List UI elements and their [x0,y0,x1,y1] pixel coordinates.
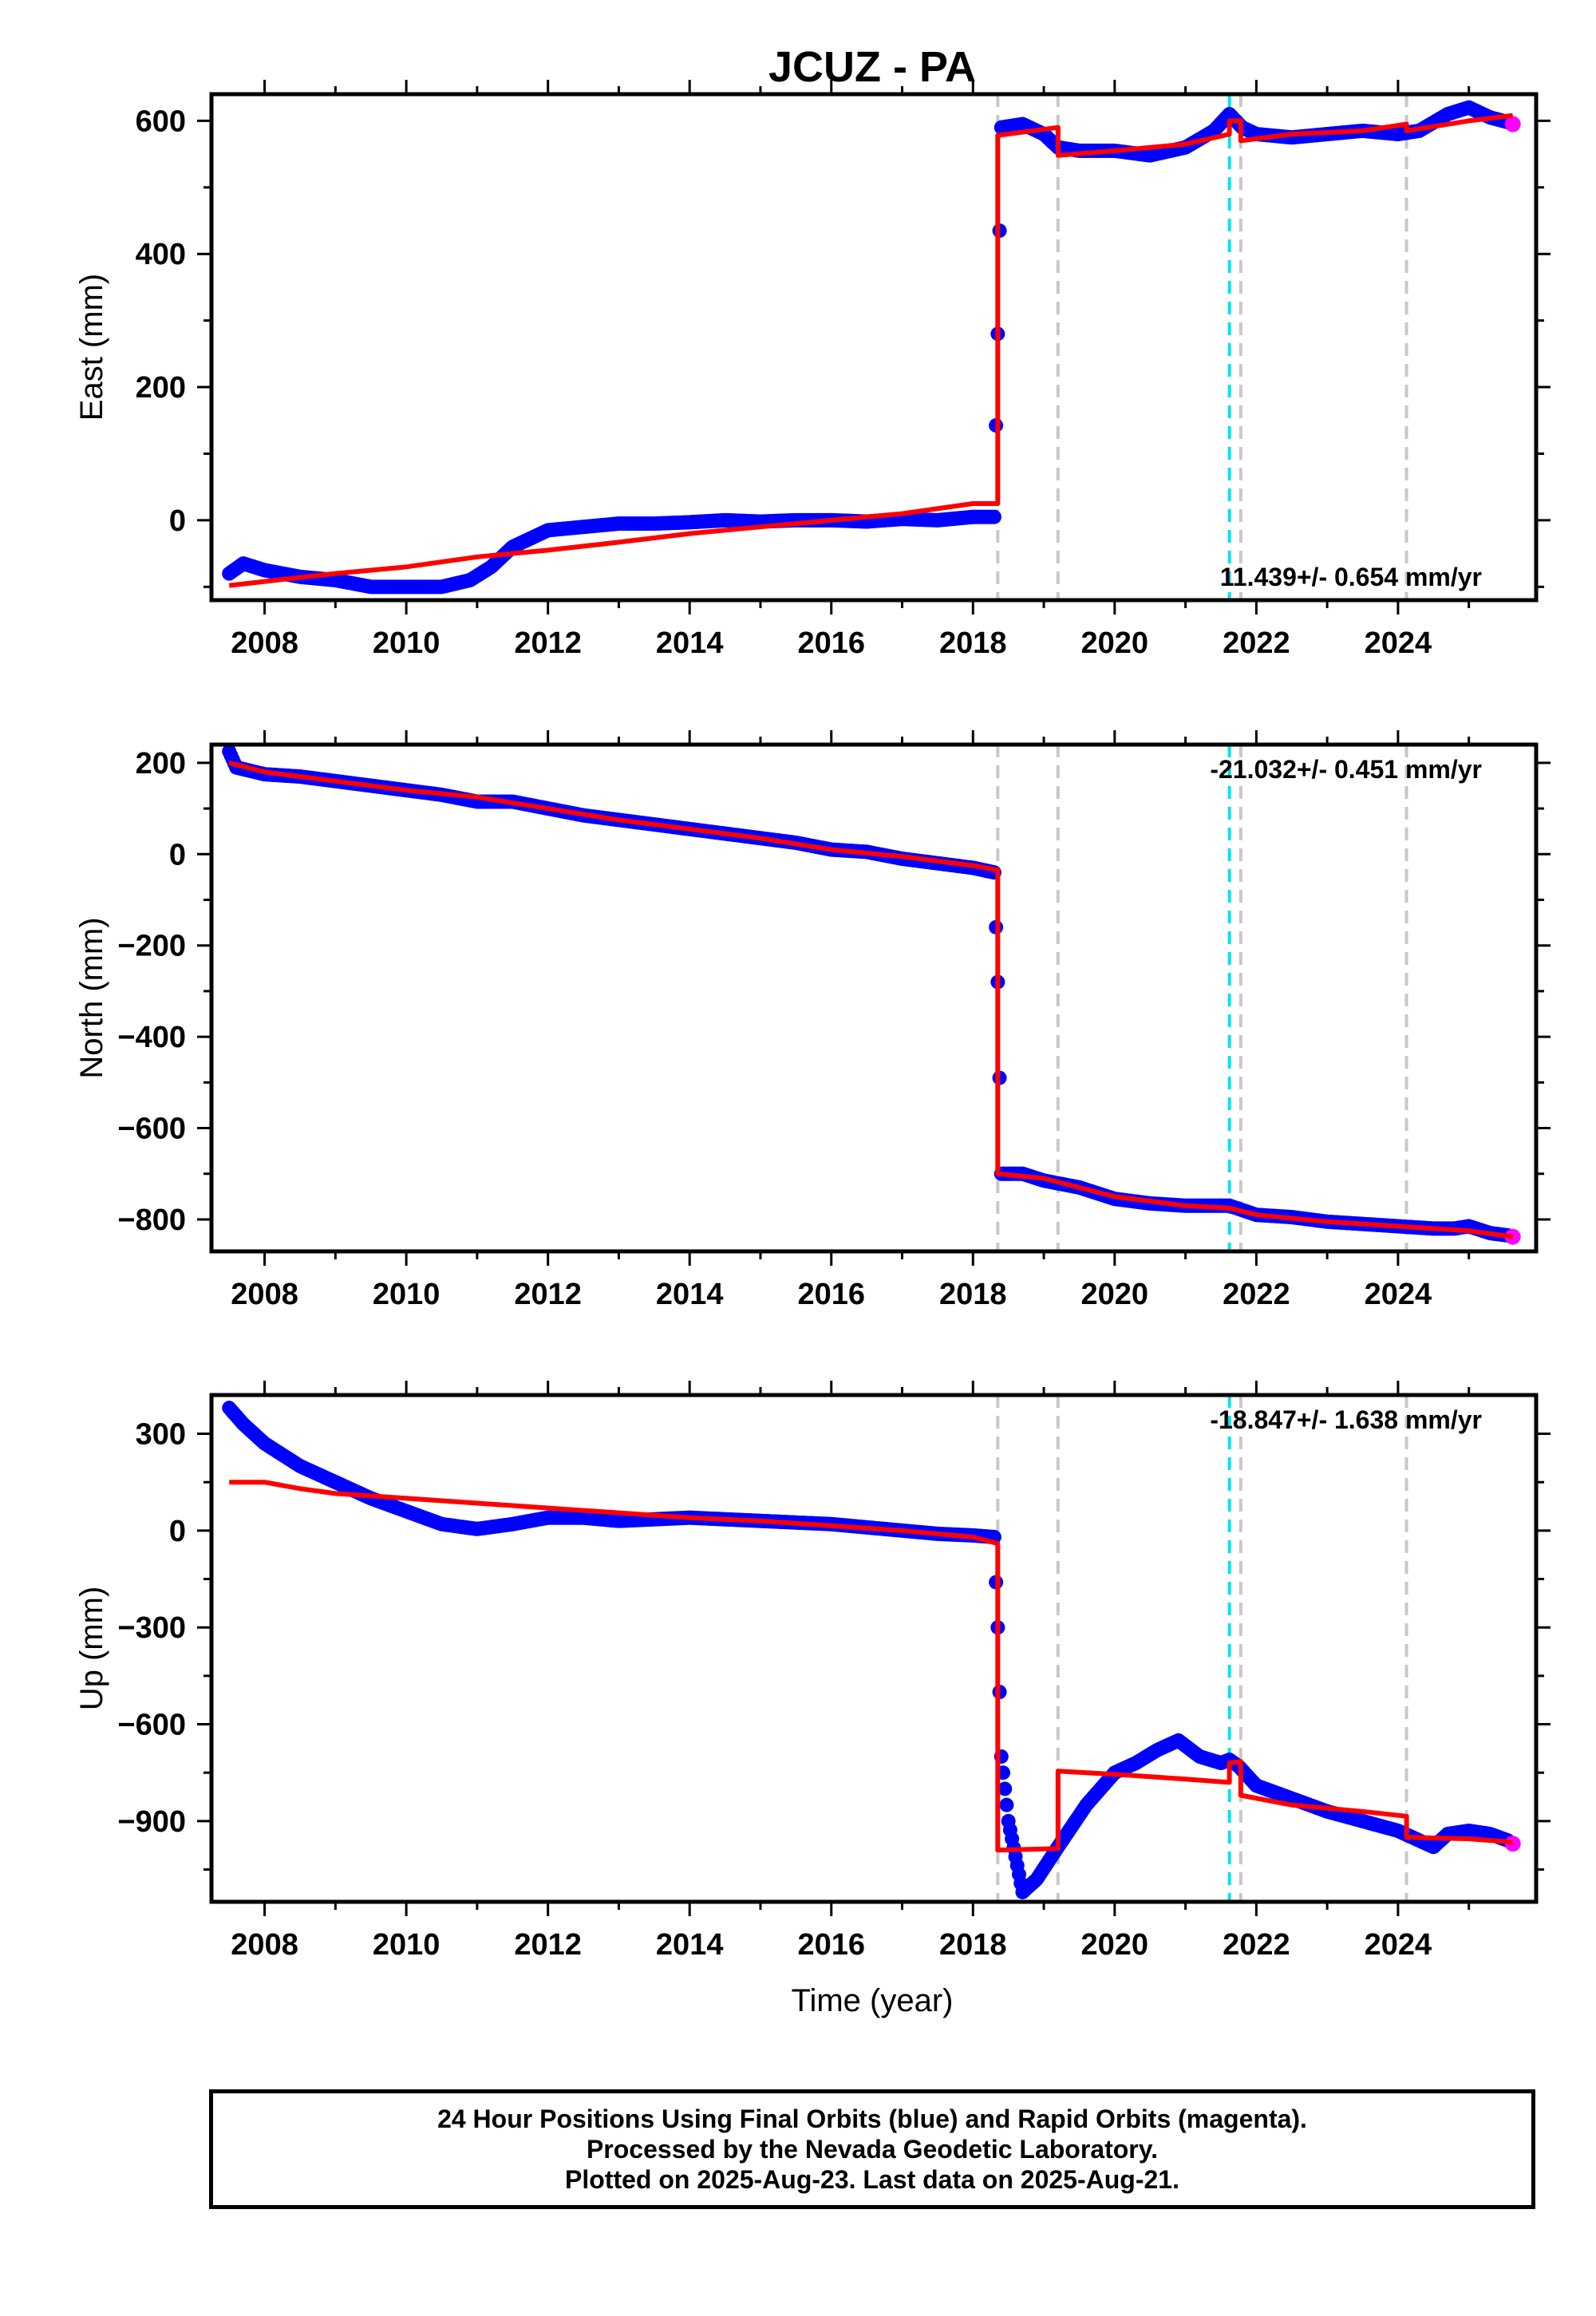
x-tick-label: 2016 [797,1278,865,1311]
x-tick-label: 2018 [939,626,1007,660]
x-tick-label: 2022 [1223,1278,1290,1311]
caption-line-2: Processed by the Nevada Geodetic Laborat… [586,2135,1159,2164]
caption-line-1: 24 Hour Positions Using Final Orbits (bl… [437,2105,1307,2133]
y-tick-label: −600 [117,1709,186,1742]
data-point [998,1781,1013,1796]
final-orbit-series [222,100,1515,595]
x-tick-label: 2020 [1081,626,1149,660]
x-tick-label: 2008 [231,1928,298,1962]
y-tick-label: 0 [169,838,186,871]
y-tick-label: −800 [117,1203,186,1237]
y-tick-label: 200 [136,371,186,405]
x-tick-label: 2014 [656,1278,724,1311]
data-point [986,509,1001,524]
model-fit-line [228,760,1514,1239]
x-tick-label: 2016 [797,626,865,660]
x-tick-label: 2010 [373,1278,440,1311]
panel-0-data [222,94,1521,600]
y-tick-label: 600 [136,105,186,138]
y-axis-label: East (mm) [74,274,109,421]
x-tick-label: 2012 [514,626,582,660]
x-axis-label: Time (year) [792,1983,954,2018]
y-axis-label: Up (mm) [74,1587,109,1711]
y-axis-label: North (mm) [74,917,109,1078]
panel-1: 2008 2010 2012 2014 2016 2018 2020 2022 2024 −800… [74,730,1551,1311]
final-orbit-series [222,1401,1515,1899]
x-tick-label: 2020 [1081,1278,1149,1311]
y-tick-label: 400 [136,238,186,271]
panel-frame [209,742,1539,1254]
x-tick-label: 2010 [373,626,440,660]
x-tick-label: 2018 [939,1278,1007,1311]
y-tick-label: −900 [117,1805,186,1839]
rapid-data-point [1504,1228,1521,1245]
y-tick-label: 200 [136,747,186,781]
y-tick-label: 300 [136,1418,186,1452]
panel-frame [209,92,1539,603]
panel-1-data [222,745,1521,1251]
rapid-data-point [1504,116,1521,132]
rate-annotation: 11.439+/- 0.654 mm/yr [1220,563,1482,591]
x-tick-label: 2012 [514,1928,582,1962]
data-point [999,1797,1014,1812]
rate-annotation: -18.847+/- 1.638 mm/yr [1210,1405,1482,1434]
chart-title: JCUZ - PA [768,43,976,91]
x-tick-label: 2020 [1081,1928,1149,1962]
x-tick-label: 2022 [1223,1928,1290,1962]
x-tick-label: 2016 [797,1928,865,1962]
x-tick-label: 2024 [1365,1278,1432,1311]
y-tick-label: −600 [117,1113,186,1146]
x-tick-label: 2018 [939,1928,1007,1962]
final-orbit-series [222,745,1515,1243]
panel-2: 2008 2010 2012 2014 2016 2018 2020 2022 2024 −900… [74,1381,1551,1962]
y-tick-label: 0 [169,504,186,538]
y-tick-label: −400 [117,1021,186,1054]
x-tick-label: 2014 [656,1928,724,1962]
caption-box: 24 Hour Positions Using Final Orbits (bl… [209,2089,1535,2209]
x-tick-label: 2008 [231,626,298,660]
model-fit-line [229,1480,1513,1853]
x-tick-label: 2014 [656,626,724,660]
rate-annotation: -21.032+/- 0.451 mm/yr [1210,755,1482,784]
y-tick-label: 0 [169,1515,186,1548]
panel-frame [209,1393,1539,1904]
x-tick-label: 2022 [1223,626,1290,660]
panel-0: 2008 2010 2012 2014 2016 2018 2020 2022 2024 0 200… [74,80,1551,660]
x-tick-label: 2010 [373,1928,440,1962]
x-tick-label: 2024 [1365,626,1432,660]
caption-line-3: Plotted on 2025-Aug-23. Last data on 202… [565,2165,1179,2194]
y-tick-label: −200 [117,930,186,963]
panel-2-data [222,1395,1521,1902]
x-tick-label: 2012 [514,1278,582,1311]
y-tick-label: −300 [117,1611,186,1645]
panels-group: 2008 2010 2012 2014 2016 2018 2020 2022 20240200… [74,80,1551,1962]
x-tick-label: 2008 [231,1278,298,1311]
model-fit-line [228,113,1514,588]
x-tick-label: 2024 [1365,1928,1432,1962]
